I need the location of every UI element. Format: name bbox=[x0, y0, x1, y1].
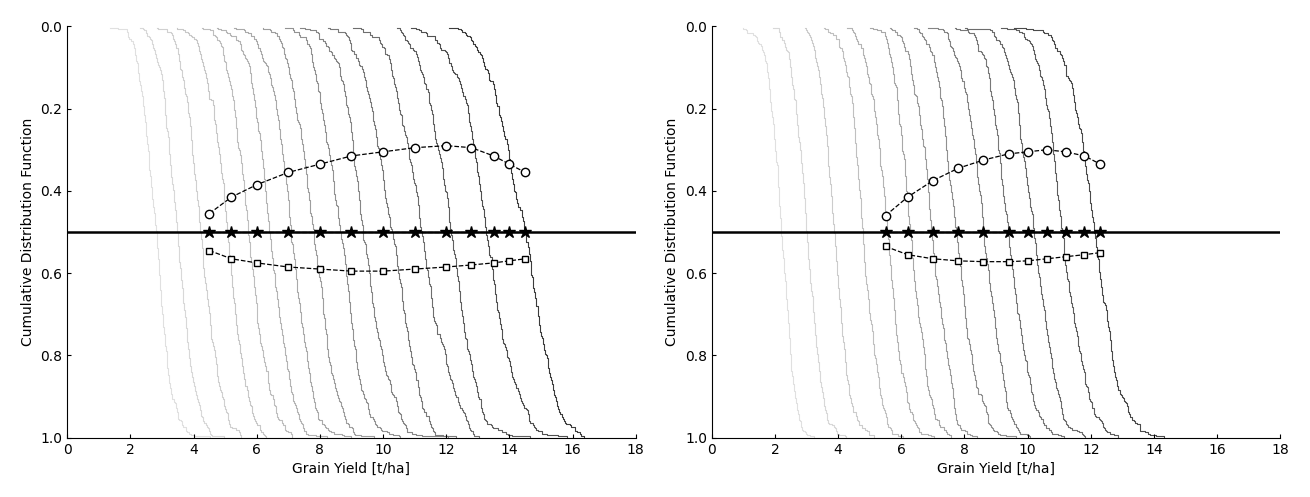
X-axis label: Grain Yield [t/ha]: Grain Yield [t/ha] bbox=[292, 462, 410, 476]
Y-axis label: Cumulative Distribution Function: Cumulative Distribution Function bbox=[665, 118, 680, 346]
Y-axis label: Cumulative Distribution Function: Cumulative Distribution Function bbox=[21, 118, 35, 346]
X-axis label: Grain Yield [t/ha]: Grain Yield [t/ha] bbox=[937, 462, 1055, 476]
